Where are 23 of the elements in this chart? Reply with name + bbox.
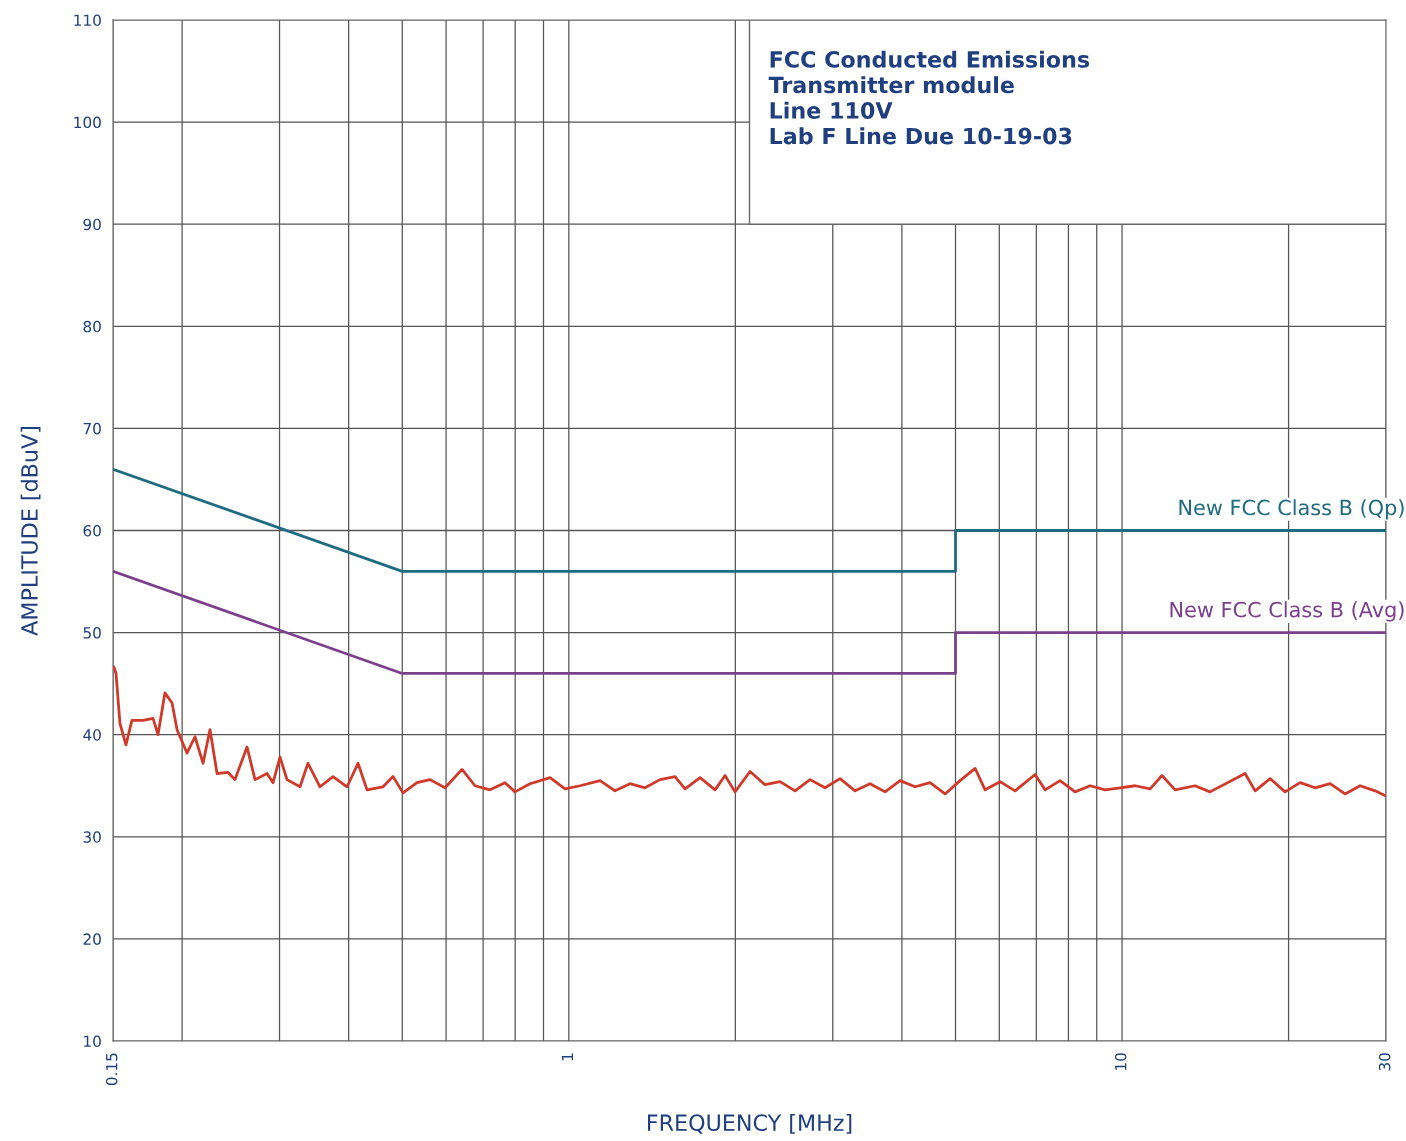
x-tick-label: 1 xyxy=(561,1053,574,1061)
y-tick-label: 30 xyxy=(83,831,101,843)
annotation: Transmitter module xyxy=(768,76,1014,94)
y-tick-label: 70 xyxy=(83,422,101,435)
x-tick-label: 0.15 xyxy=(105,1053,118,1086)
annotation: Lab F Line Due 10-19-03 xyxy=(770,127,1072,145)
y-tick-label: 100 xyxy=(74,116,101,129)
x-tick-label: 30 xyxy=(1378,1053,1391,1071)
x-axis-title: FREQUENCY [MHz] xyxy=(648,1113,852,1134)
series-label: New FCC Class B (Qp) xyxy=(1179,499,1404,520)
y-tick-label: 60 xyxy=(83,524,101,537)
y-tick-label: 80 xyxy=(83,320,101,333)
annotation: FCC Conducted Emissions xyxy=(770,50,1090,68)
series-label: New FCC Class B (Avg) xyxy=(1170,601,1404,622)
x-tick-label: 10 xyxy=(1114,1053,1127,1070)
y-tick-label: 40 xyxy=(83,729,101,741)
annotation: Line 110V xyxy=(770,101,893,119)
y-tick-label: 10 xyxy=(84,1035,101,1048)
y-tick-label: 90 xyxy=(83,218,101,231)
y-tick-label: 50 xyxy=(83,627,101,639)
y-axis-title: AMPLITUDE [dBuV] xyxy=(20,427,41,636)
y-tick-label: 110 xyxy=(74,14,101,27)
y-tick-label: 20 xyxy=(83,933,101,945)
